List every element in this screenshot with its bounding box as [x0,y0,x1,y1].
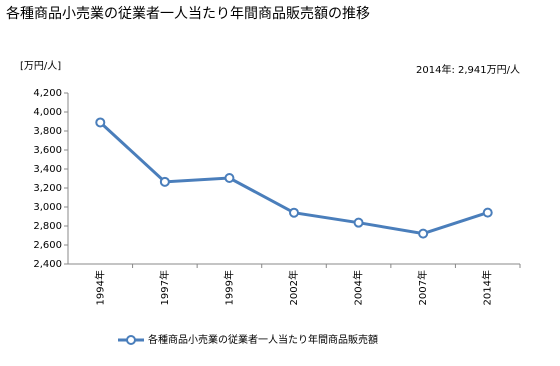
y-axis-label: [万円/人] [20,60,61,72]
y-tick-label: 3,000 [33,202,62,213]
y-tick-label: 2,800 [33,221,62,232]
y-tick-label: 4,200 [33,88,62,99]
marker [418,228,429,239]
chart-title: 各種商品小売業の従業者一人当たり年間商品販売額の推移 [6,6,370,22]
x-tick-label: 2004年 [352,270,365,305]
y-tick-label: 4,000 [33,107,62,118]
x-tick-label: 2014年 [481,270,494,305]
y-tick-label: 3,800 [33,126,62,137]
marker [353,217,364,228]
x-tick-label: 1999年 [222,270,235,305]
x-tick-label: 1994年 [93,270,106,305]
marker [159,176,170,187]
legend-marker [126,335,136,345]
y-tick-label: 2,600 [33,240,62,251]
y-tick-label: 2,400 [33,259,62,270]
y-tick-label: 3,200 [33,183,62,194]
x-tick-label: 2002年 [287,270,300,305]
y-tick-label: 3,600 [33,145,62,156]
y-tick-label: 3,400 [33,164,62,175]
annotation: 2014年: 2,941万円/人 [416,63,520,76]
x-tick-label: 1997年 [158,270,171,305]
marker [482,207,493,218]
marker [95,117,106,128]
marker [224,173,235,184]
marker [289,207,299,218]
legend-label: 各種商品小売業の従業者一人当たり年間商品販売額 [148,333,378,346]
x-tick-label: 2007年 [416,270,429,305]
